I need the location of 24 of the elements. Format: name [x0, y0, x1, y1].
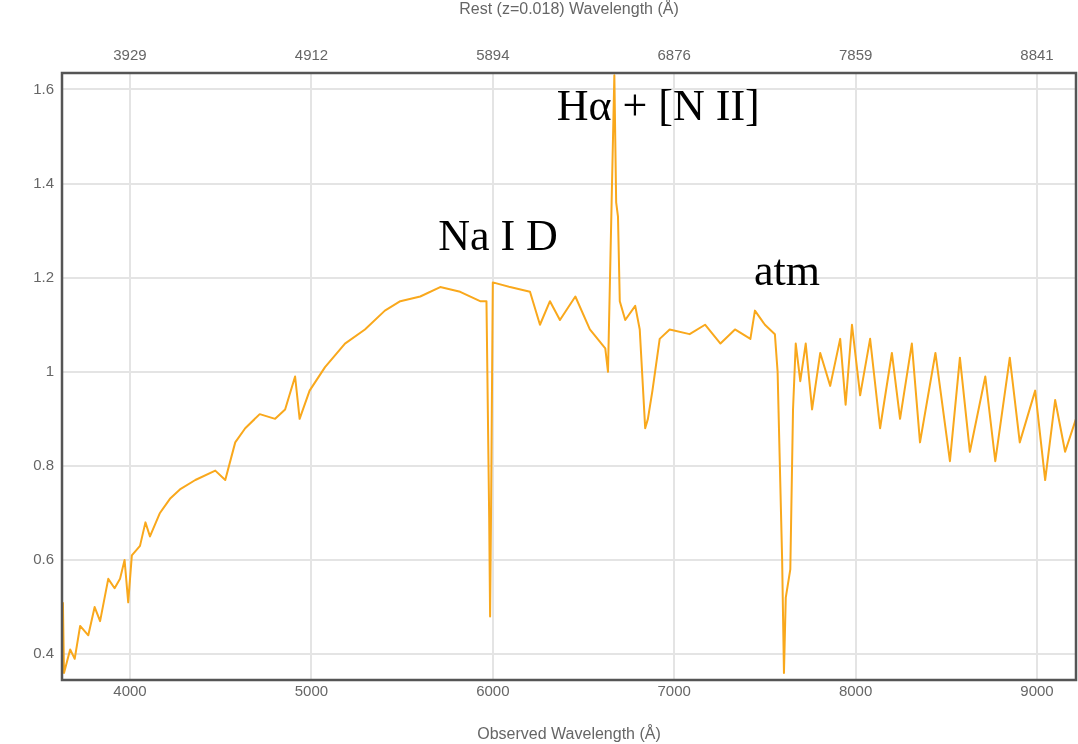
y-tick-label: 0.4	[33, 644, 54, 662]
annotation: Hα + [N II]	[556, 80, 760, 130]
annotation: atm	[754, 245, 820, 295]
annotation: Na I D	[438, 211, 558, 261]
x-tick-label: 4000	[113, 682, 147, 700]
x2-tick-label: 8841	[1020, 46, 1054, 64]
x-tick-label: 9000	[1020, 682, 1054, 700]
x-tick-label: 5000	[294, 682, 329, 700]
y-tick-label: 1	[45, 361, 54, 379]
y-tick-label: 0.8	[33, 456, 54, 474]
y-tick-label: 1.2	[33, 267, 54, 285]
y-tick-label: 0.6	[33, 550, 54, 568]
y-tick-label: 1.6	[33, 79, 54, 97]
x2-tick-label: 5894	[476, 46, 510, 64]
x2-axis-title: Rest (z=0.018) Wavelength (Å)	[459, 0, 679, 18]
x2-tick-label: 3929	[113, 46, 147, 64]
x2-tick-label: 6876	[657, 46, 691, 64]
x2-tick-label: 7859	[839, 46, 873, 64]
x-axis-title: Observed Wavelength (Å)	[477, 723, 661, 742]
x-tick-label: 7000	[657, 682, 691, 700]
y-tick-label: 1.4	[33, 173, 54, 191]
x-tick-label: 8000	[838, 682, 873, 700]
x-tick-label: 6000	[476, 682, 510, 700]
x2-tick-label: 4912	[294, 46, 329, 64]
